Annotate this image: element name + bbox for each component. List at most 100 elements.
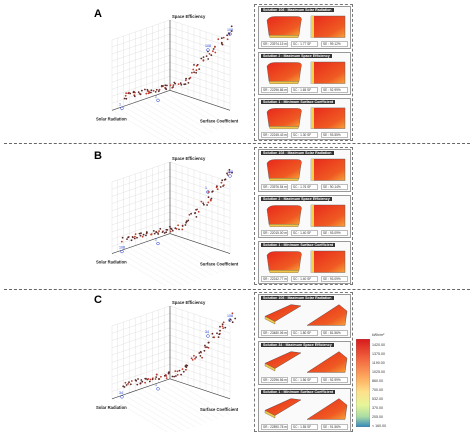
pareto-point (210, 54, 213, 57)
pareto-point (158, 378, 161, 380)
pareto-point (151, 378, 154, 381)
pareto-point (196, 63, 199, 66)
pareto-point (169, 230, 172, 233)
legend-value-label: 1375.00 (372, 352, 385, 356)
solution-marker-label: 108 (227, 28, 233, 32)
pareto-point (148, 91, 151, 94)
z-axis-label: Space Efficiency (172, 156, 206, 161)
pareto-point (219, 186, 222, 188)
solution-marker-label: 108 (205, 44, 211, 48)
pareto-point (157, 90, 160, 93)
pareto-point (180, 373, 182, 376)
pareto-point (124, 94, 127, 97)
solution-marker (156, 387, 160, 391)
pareto-point (207, 58, 210, 60)
pareto-plot-b: Space Efficiency Solar Radiation Surface C… (90, 148, 250, 286)
pareto-point (194, 357, 196, 360)
legend-unit: kWh/m² (372, 333, 385, 337)
solution-title: Solution 34 : Maximum Space Efficiency (261, 343, 334, 347)
pareto-point (130, 239, 133, 242)
pareto-point (190, 212, 192, 215)
pareto-point (175, 375, 177, 377)
pareto-plot-c-svg: Space Efficiency Solar Radiation Surface C… (96, 300, 239, 432)
pareto-point (202, 59, 205, 62)
pareto-point (202, 202, 205, 205)
pareto-point (155, 376, 158, 378)
building-thumbnail (264, 304, 348, 326)
pareto-point (137, 378, 139, 380)
pareto-point (159, 227, 162, 230)
pareto-point (129, 383, 132, 386)
pareto-point (200, 57, 203, 60)
pareto-point (224, 178, 227, 181)
y-axis-label: Surface Coefficient (200, 407, 239, 412)
x-axis-label: Solar Radiation (96, 116, 127, 121)
pareto-point (162, 85, 164, 87)
pareto-point (149, 378, 152, 381)
surface-coefficient-value: SC : 1.76 SF (291, 184, 318, 190)
solution-marker-label: 1 (155, 383, 157, 387)
y-axis-label: Surface Coefficient (200, 118, 239, 123)
pareto-point (200, 200, 203, 203)
pareto-point (164, 84, 167, 87)
space-efficiency-value: SE : 90.14% (321, 184, 348, 190)
pareto-point (214, 46, 216, 48)
pareto-point (226, 34, 229, 37)
pareto-point (221, 179, 224, 182)
pareto-point (216, 188, 219, 191)
pareto-point (201, 356, 203, 359)
pareto-points (120, 168, 233, 243)
pareto-point (231, 312, 234, 315)
solar-radiation-value: SR : 23480.06 m2/h (261, 330, 288, 336)
solution-marker (228, 318, 232, 322)
pareto-point (128, 91, 130, 94)
pareto-point (120, 240, 123, 243)
pareto-point (188, 77, 191, 80)
pareto-point (198, 352, 201, 354)
pareto-point (137, 91, 140, 93)
solar-radiation-value: SR : 22015.00 m2/h (261, 230, 288, 236)
building-thumbnail (266, 107, 346, 129)
solar-radiation-value: SR : 22245.43 m2/h (261, 132, 288, 138)
pareto-point (126, 238, 128, 240)
pareto-point (188, 213, 191, 216)
pareto-point (220, 181, 223, 184)
legend-value-label: 700.00 (372, 388, 383, 392)
panel-letter-a: A (94, 8, 102, 20)
building-thumbnail (264, 351, 348, 373)
pareto-point (167, 372, 170, 375)
pareto-point (125, 97, 128, 100)
pareto-point (191, 71, 193, 74)
pareto-point (199, 355, 202, 357)
solution-marker (206, 48, 210, 52)
pareto-point (165, 88, 168, 91)
legend-value-label: < 160.00 (372, 424, 387, 428)
pareto-point (161, 231, 164, 233)
pareto-point (204, 344, 206, 347)
panel-divider-2 (4, 289, 470, 290)
solution-marker (120, 249, 124, 254)
space-efficiency-value: SE : 81.56% (321, 330, 348, 336)
pareto-point (157, 233, 160, 235)
pareto-point (234, 317, 237, 320)
pareto-point (207, 346, 210, 349)
pareto-point (182, 370, 185, 373)
pareto-point (144, 88, 146, 91)
pareto-point (208, 53, 211, 55)
solution-marker (156, 241, 160, 246)
pareto-point (204, 346, 207, 349)
pareto-point (184, 365, 187, 368)
building-thumbnail (266, 158, 346, 181)
z-axis-label: Space Efficiency (172, 300, 206, 305)
pareto-point (155, 88, 158, 91)
surface-coefficient-value: SC : 1.65 SF (291, 87, 318, 93)
pareto-point (210, 197, 213, 200)
pareto-points (123, 25, 233, 100)
pareto-point (136, 236, 138, 239)
pareto-point (221, 323, 224, 326)
pareto-point (185, 220, 188, 222)
pareto-point (207, 201, 210, 204)
solution-box-c-1: Solution 108 : Maximum Solar Radiation S… (258, 294, 351, 338)
